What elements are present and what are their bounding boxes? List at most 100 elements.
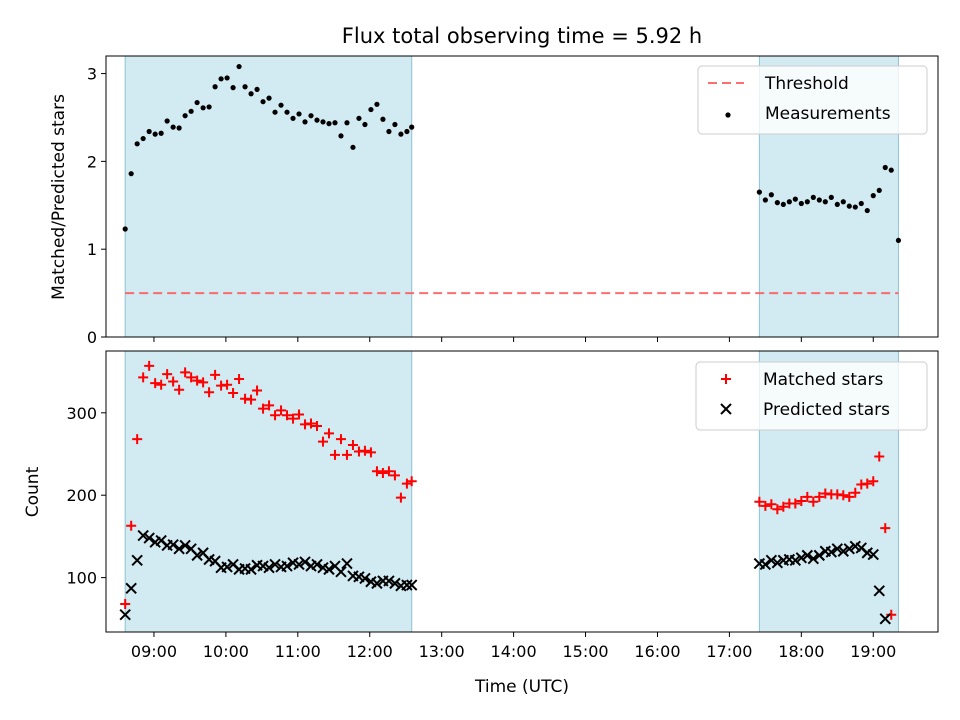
top-y-axis-label: Matched/Predicted stars: [49, 94, 69, 300]
measurement-point: [212, 84, 218, 90]
measurement-point: [816, 197, 822, 203]
measurement-point: [895, 237, 902, 244]
measurement-point: [404, 128, 410, 135]
measurement-point: [768, 192, 774, 198]
y-tick-label: 200: [66, 486, 97, 505]
y-tick-label: 1: [87, 240, 97, 259]
measurement-point: [774, 200, 780, 206]
measurement-point: [302, 119, 308, 125]
matched-star-point: [323, 428, 334, 439]
bottom-x-ticks: 09:00 10:00 11:00 12:00 13:00 14:00 15:00 16:00…: [131, 632, 896, 661]
predicted-star-point: [143, 532, 155, 544]
legend-box: [697, 65, 928, 135]
x-tick-label: 15:00: [562, 642, 608, 661]
matched-star-point: [264, 400, 275, 411]
matched-star-point: [270, 410, 281, 421]
matched-star-point: [156, 379, 167, 390]
matched-star-point: [365, 447, 376, 458]
measurement-point: [356, 115, 362, 121]
matched-star-point: [868, 476, 879, 487]
legend-label: Predicted stars: [763, 400, 890, 420]
measurement-point: [792, 196, 798, 202]
measurement-point: [218, 76, 224, 82]
measurement-point: [194, 99, 200, 106]
predicted-star-point: [335, 566, 347, 578]
measurement-point: [786, 199, 792, 205]
x-tick-label: 09:00: [131, 642, 177, 661]
measurement-point: [374, 101, 380, 107]
measurement-point: [344, 120, 350, 126]
matched-star-point: [760, 500, 771, 511]
x-tick-label: 16:00: [634, 642, 680, 661]
measurement-point: [170, 124, 176, 130]
measurement-point: [756, 189, 762, 195]
matched-star-point: [862, 478, 873, 489]
measurement-point: [230, 85, 236, 91]
matched-star-point: [395, 492, 406, 503]
measurement-point: [260, 99, 266, 105]
predicted-star-point: [359, 572, 371, 585]
measurement-point: [140, 135, 146, 142]
matched-star-point: [198, 377, 209, 388]
predicted-star-point: [801, 549, 814, 562]
measurement-point: [314, 117, 320, 123]
matched-star-point: [886, 609, 897, 620]
y-tick-label: 100: [66, 569, 97, 588]
measurement-point: [236, 63, 242, 70]
legend-predicted-swatch: [720, 403, 732, 415]
measurement-point: [248, 91, 254, 97]
x-tick-label: 10:00: [203, 642, 249, 661]
measurement-point: [398, 131, 404, 137]
measurement-point: [242, 84, 248, 90]
x-tick-label: 19:00: [850, 642, 896, 661]
matched-star-point: [276, 405, 287, 416]
measurement-point: [864, 207, 870, 214]
predicted-star-point: [795, 552, 808, 564]
measurement-point: [810, 194, 816, 200]
matched-star-point: [246, 394, 257, 405]
matched-star-point: [754, 496, 765, 507]
measurement-point: [882, 164, 888, 171]
y-tick-label: 0: [87, 328, 97, 347]
predicted-star-point: [167, 538, 179, 551]
measurement-point: [128, 171, 134, 177]
predicted-star-point: [405, 579, 418, 591]
predicted-star-point: [137, 529, 149, 542]
matched-star-point: [796, 495, 807, 506]
measurement-point: [332, 120, 338, 126]
matched-star-point: [144, 360, 155, 371]
matched-star-point: [814, 491, 825, 502]
matched-star-point: [132, 434, 143, 445]
matched-star-point: [204, 387, 215, 398]
measurement-point: [350, 144, 356, 150]
measurement-point: [362, 121, 368, 128]
measurement-point: [164, 118, 170, 124]
top-legend: Threshold Measurements: [697, 65, 928, 135]
bottom-axes-frame: [105, 350, 939, 633]
chart-title: Flux total observing time = 5.92 h: [342, 24, 702, 48]
measurement-point: [852, 204, 858, 210]
predicted-star-point: [119, 608, 131, 621]
top-axes-frame: [105, 55, 939, 338]
legend-label: Threshold: [764, 74, 849, 94]
matched-star-point: [880, 523, 891, 534]
measurement-point: [798, 200, 804, 207]
predicted-star-point: [323, 563, 335, 576]
matched-star-point: [383, 466, 394, 477]
matched-star-point: [371, 466, 382, 477]
measurement-point: [804, 199, 810, 205]
matched-star-point: [222, 379, 233, 390]
matched-star-point: [808, 496, 819, 507]
shaded-interval: [124, 55, 413, 338]
measurement-point: [278, 102, 284, 108]
predicted-star-point: [867, 548, 879, 561]
measurement-point: [338, 133, 344, 139]
measurement-point: [380, 116, 386, 122]
measurement-point: [134, 141, 140, 147]
matched-star-point: [228, 388, 239, 399]
measurement-point: [762, 197, 768, 203]
measurement-point: [176, 125, 182, 131]
measurement-point: [290, 115, 296, 121]
matched-star-point: [406, 476, 417, 487]
